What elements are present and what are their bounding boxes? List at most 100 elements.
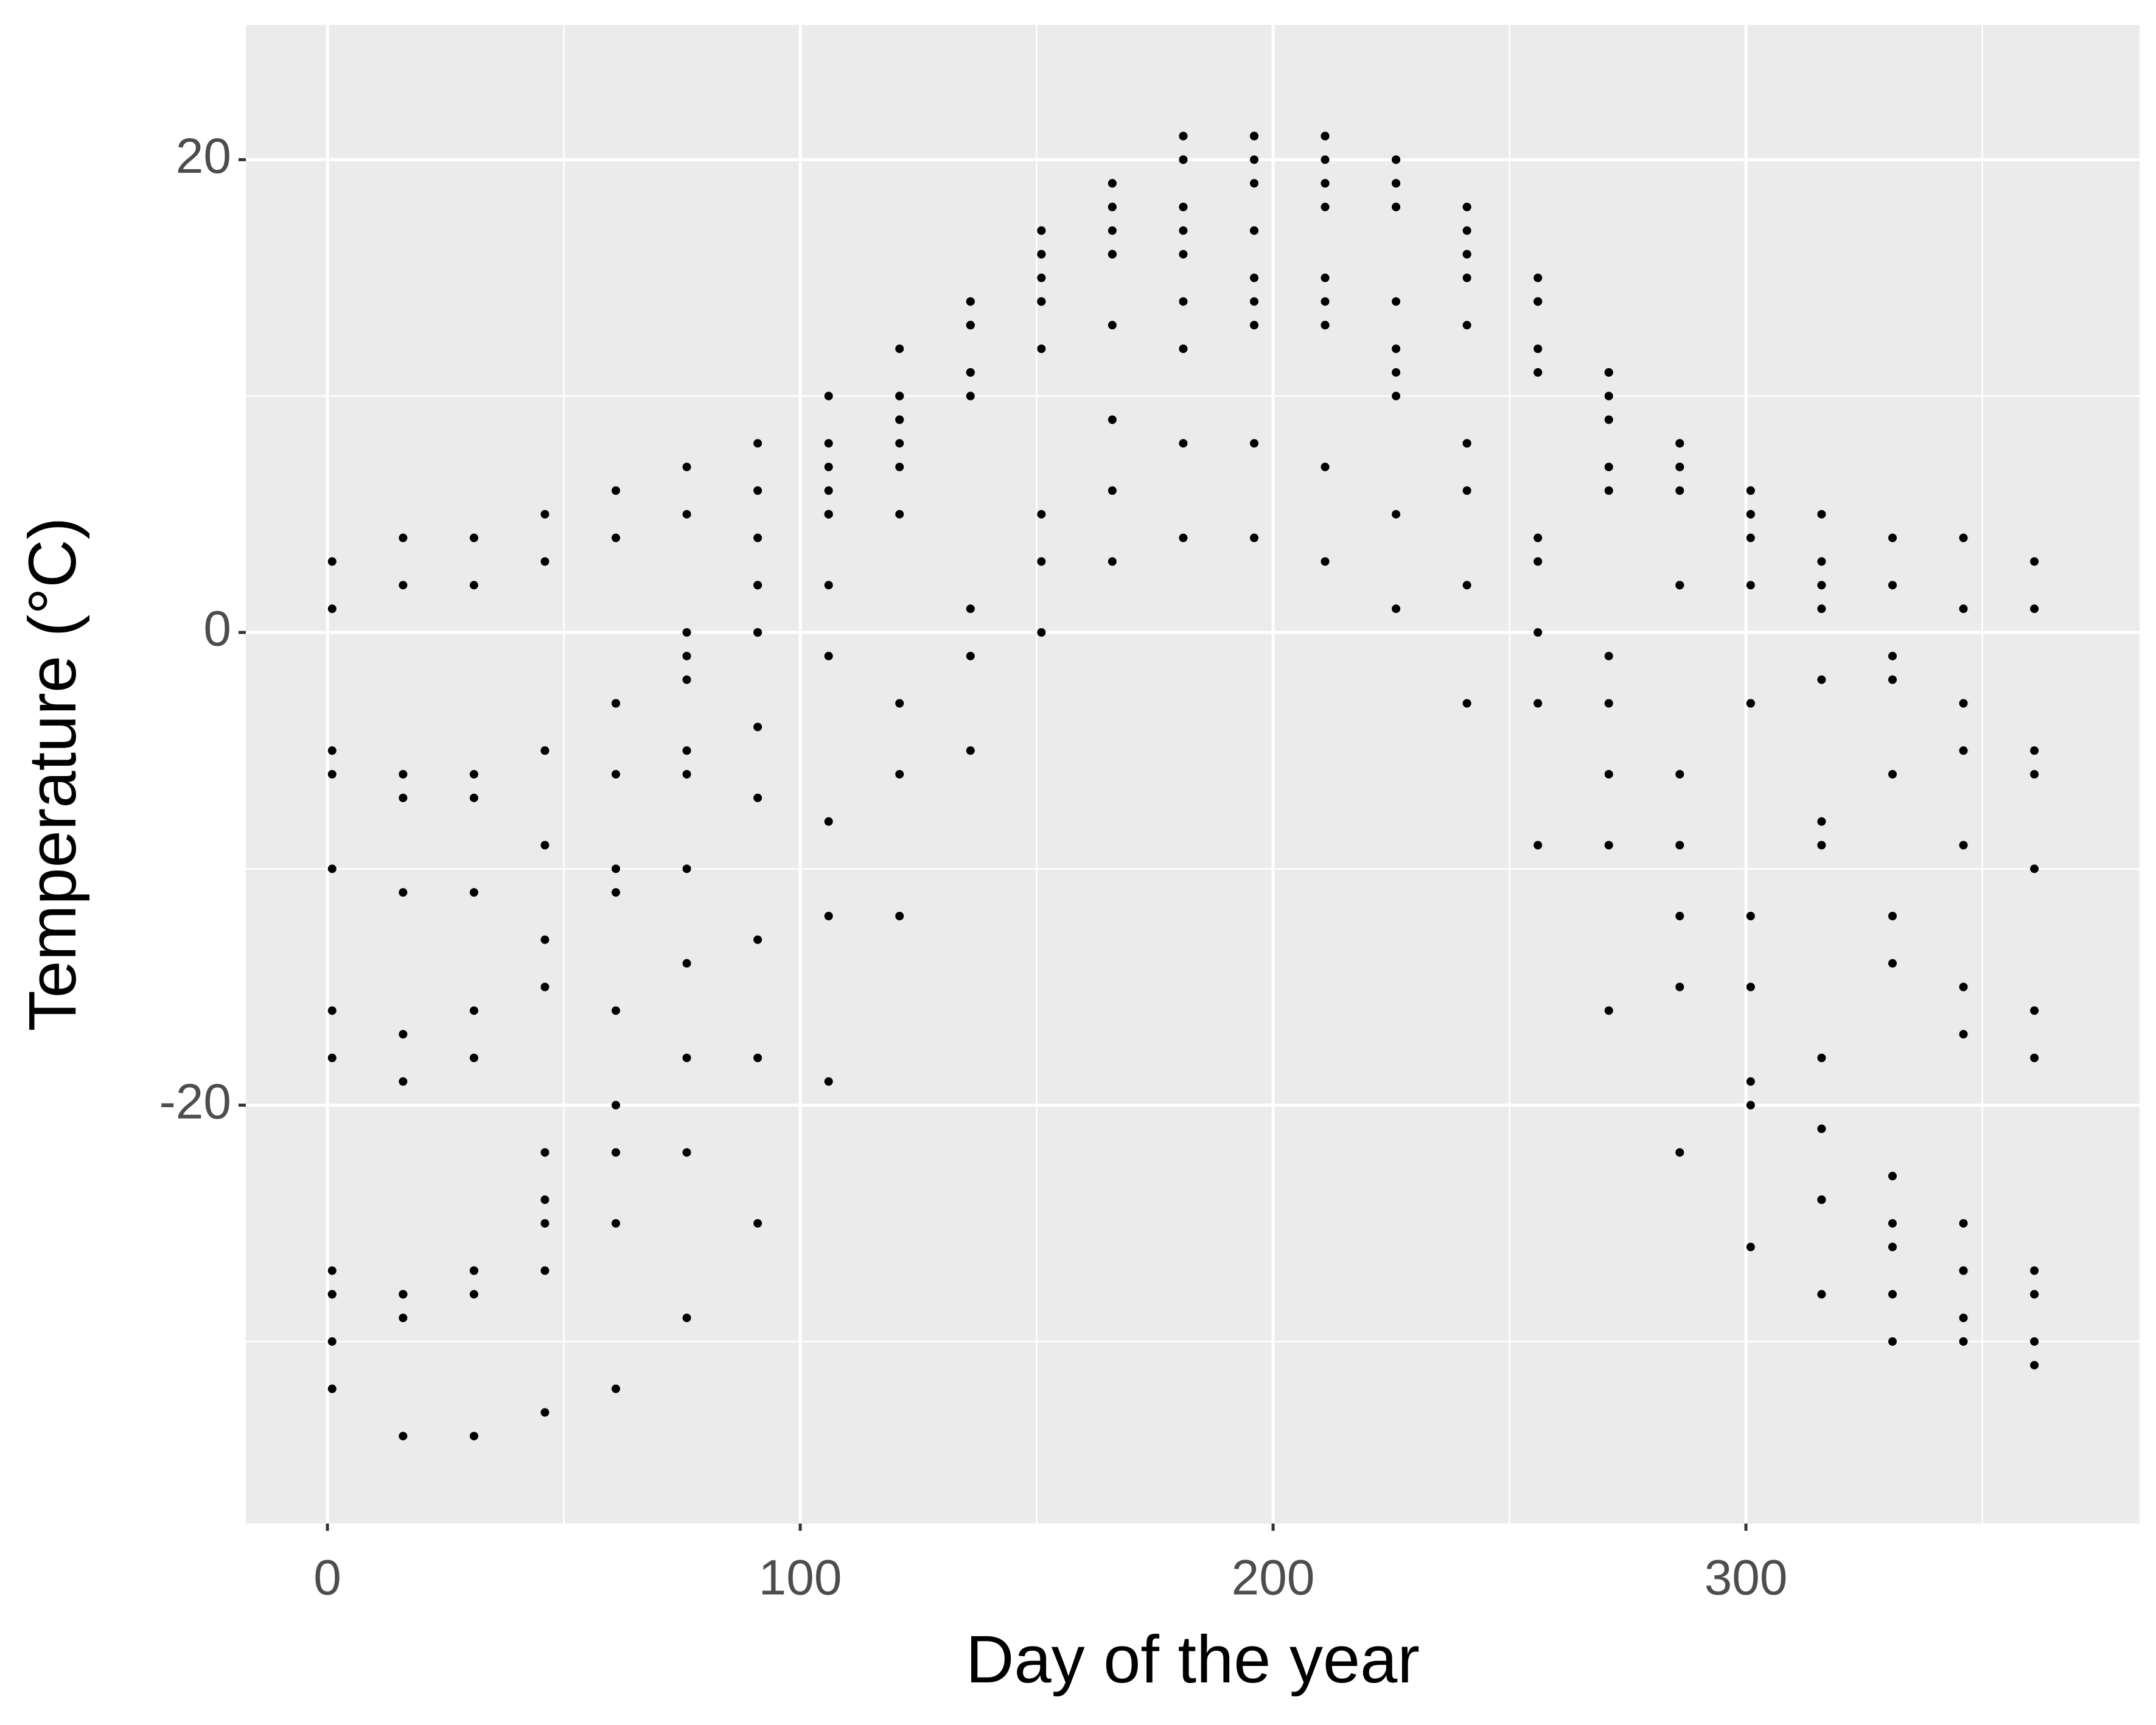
point — [540, 509, 549, 519]
point — [399, 533, 408, 542]
point — [824, 911, 833, 920]
point — [1250, 131, 1259, 141]
point — [1037, 628, 1046, 637]
point — [1179, 345, 1188, 354]
point — [895, 391, 904, 401]
point — [1604, 368, 1613, 377]
point — [966, 321, 975, 330]
point — [540, 935, 549, 944]
point — [1817, 1195, 1826, 1204]
point — [1604, 770, 1613, 779]
point — [540, 1408, 549, 1417]
point — [753, 723, 762, 732]
point — [399, 1077, 408, 1086]
point — [895, 415, 904, 424]
point — [1817, 675, 1826, 684]
point — [966, 746, 975, 755]
point — [1462, 581, 1471, 590]
point — [1179, 297, 1188, 306]
point — [1675, 911, 1684, 920]
point — [1320, 155, 1330, 164]
point — [2030, 864, 2039, 873]
point — [2030, 1266, 2039, 1275]
point — [895, 463, 904, 472]
point — [1037, 226, 1046, 235]
point — [327, 1006, 337, 1015]
point — [753, 581, 762, 590]
point — [753, 1219, 762, 1228]
x-tick-label: 100 — [759, 1550, 842, 1606]
point — [1320, 179, 1330, 188]
point — [682, 628, 691, 637]
point — [469, 888, 478, 897]
x-tick-label: 300 — [1704, 1550, 1788, 1606]
point — [753, 486, 762, 495]
point — [1888, 1242, 1897, 1251]
point — [1037, 509, 1046, 519]
point — [1037, 557, 1046, 566]
point — [327, 1337, 337, 1346]
point — [2030, 746, 2039, 755]
point — [824, 439, 833, 448]
point — [895, 699, 904, 708]
point — [1959, 746, 1968, 755]
point — [682, 959, 691, 968]
point — [399, 793, 408, 802]
point — [1675, 841, 1684, 850]
point — [895, 345, 904, 354]
point — [1392, 203, 1401, 212]
point — [2030, 1360, 2039, 1370]
point — [612, 1219, 621, 1228]
point — [1959, 1219, 1968, 1228]
point — [1959, 533, 1968, 542]
point — [612, 1148, 621, 1157]
point — [1817, 1053, 1826, 1062]
grid — [246, 25, 2140, 1524]
point — [469, 1053, 478, 1062]
point — [1392, 368, 1401, 377]
point — [327, 1290, 337, 1299]
point — [612, 770, 621, 779]
point — [824, 486, 833, 495]
point — [612, 1100, 621, 1110]
point — [682, 675, 691, 684]
point — [1533, 533, 1543, 542]
point — [1746, 911, 1755, 920]
point — [399, 1290, 408, 1299]
point — [895, 509, 904, 519]
point — [1250, 179, 1259, 188]
point — [1817, 581, 1826, 590]
point — [1959, 841, 1968, 850]
point — [753, 628, 762, 637]
point — [1320, 321, 1330, 330]
point — [1320, 297, 1330, 306]
point — [895, 911, 904, 920]
point — [327, 746, 337, 755]
point — [540, 1219, 549, 1228]
point — [612, 888, 621, 897]
point — [753, 439, 762, 448]
point — [327, 864, 337, 873]
point — [895, 439, 904, 448]
point — [1888, 675, 1897, 684]
point — [966, 604, 975, 614]
point — [469, 581, 478, 590]
point — [824, 817, 833, 826]
point — [682, 864, 691, 873]
point — [1746, 533, 1755, 542]
point — [966, 368, 975, 377]
x-tick-label: 200 — [1232, 1550, 1315, 1606]
point — [1462, 439, 1471, 448]
point — [1604, 486, 1613, 495]
point — [1179, 439, 1188, 448]
point — [1320, 463, 1330, 472]
point — [540, 557, 549, 566]
point — [469, 770, 478, 779]
y-tick-label: -20 — [159, 1074, 231, 1129]
point — [1179, 131, 1188, 141]
point — [612, 699, 621, 708]
point — [824, 391, 833, 401]
point — [1746, 982, 1755, 992]
y-tick-label: 0 — [203, 601, 231, 657]
